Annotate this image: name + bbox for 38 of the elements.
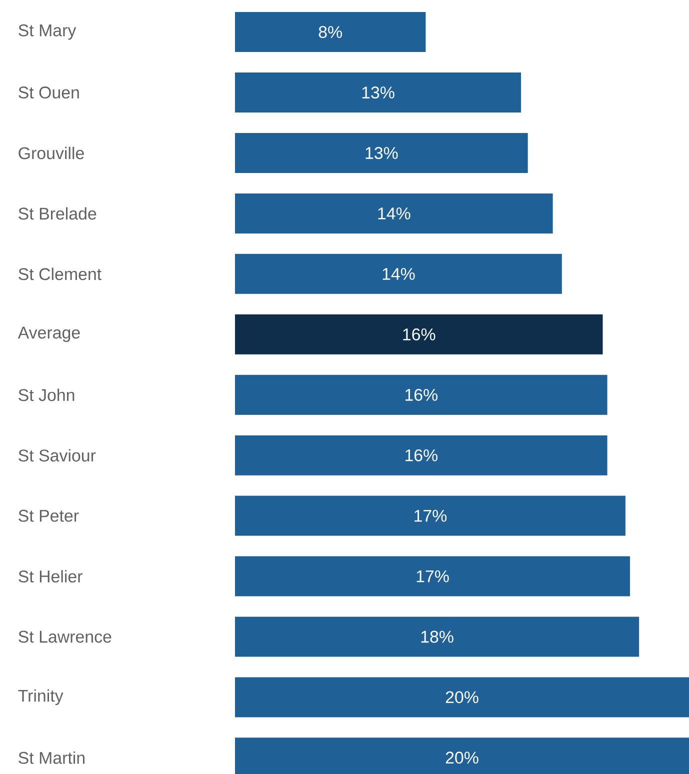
y-tick-label: St Mary	[18, 24, 76, 40]
bar	[235, 12, 426, 52]
bar	[235, 374, 608, 415]
data-label: 16%	[405, 449, 438, 462]
data-label: 16%	[405, 388, 438, 401]
y-tick-label: Trinity	[18, 689, 64, 706]
bar	[235, 435, 608, 476]
y-tick-label: St John	[18, 388, 74, 402]
data-label: 20%	[446, 752, 478, 764]
bar	[235, 254, 562, 294]
y-tick-label: St Martin	[18, 751, 84, 764]
y-tick-label: St Peter	[18, 510, 79, 522]
y-tick-label: St Clement	[18, 268, 102, 280]
y-tick-label: St Lawrence	[18, 630, 112, 643]
bar	[235, 496, 626, 536]
data-label: 14%	[378, 208, 410, 220]
y-tick-label: St Ouen	[18, 86, 79, 99]
bar	[235, 72, 522, 113]
data-label: 8%	[318, 26, 342, 38]
data-label: 17%	[414, 510, 447, 522]
y-tick-label: Grouville	[18, 146, 84, 160]
data-label: 20%	[446, 691, 478, 704]
y-tick-label: Average	[18, 326, 80, 342]
y-tick-label: St Saviour	[18, 449, 96, 462]
bar	[235, 677, 689, 718]
y-tick-label: St Brelade	[18, 207, 96, 220]
data-label: 17%	[416, 570, 449, 582]
data-label: 16%	[403, 328, 436, 340]
bar	[235, 132, 528, 173]
data-label: 13%	[362, 86, 394, 99]
y-tick-label: St Helier	[18, 570, 82, 582]
bar	[235, 556, 630, 596]
data-label: 13%	[366, 146, 398, 159]
bar	[235, 314, 603, 354]
bar	[235, 616, 640, 657]
data-label: 18%	[421, 630, 454, 643]
bar	[235, 193, 553, 234]
data-label: 14%	[382, 268, 415, 280]
